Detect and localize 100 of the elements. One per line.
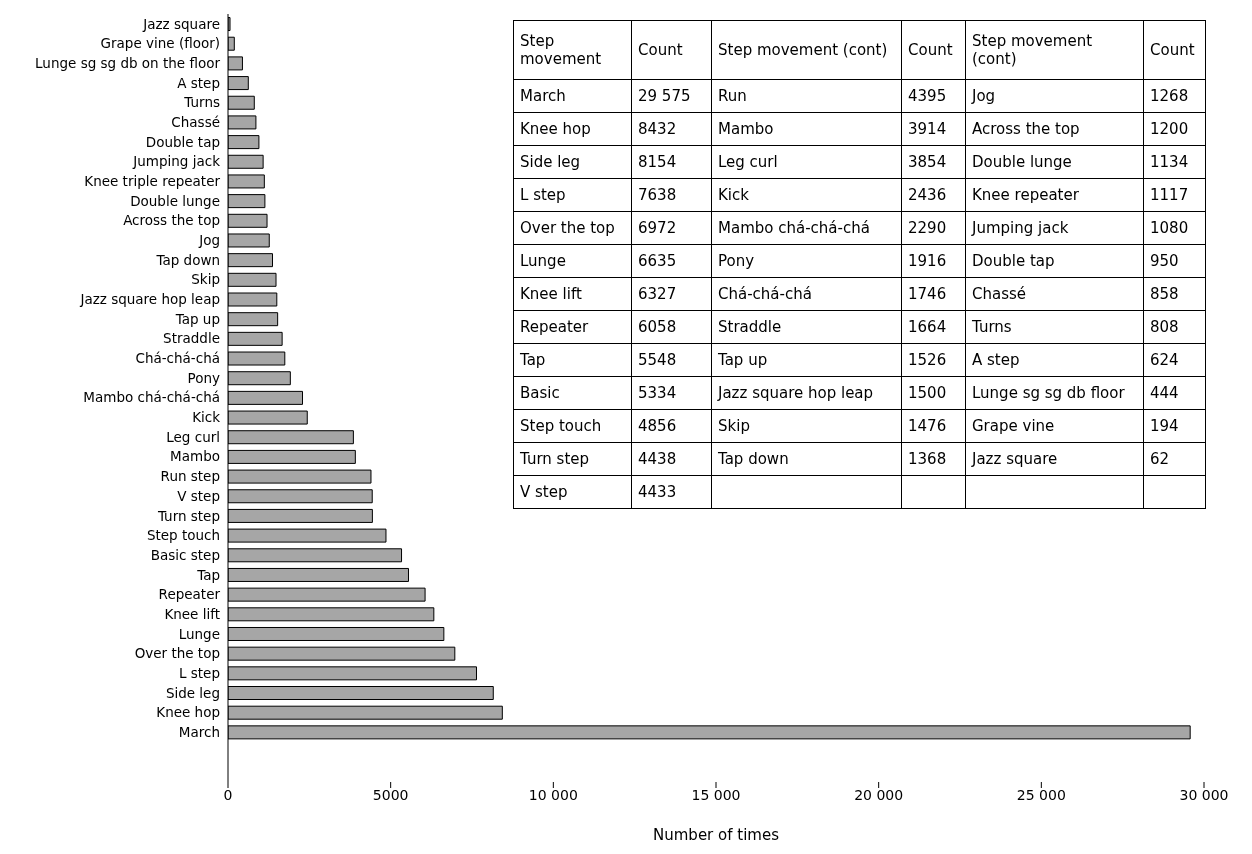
annotation: Count xyxy=(1143,20,1206,80)
y-tick-label: Double tap xyxy=(145,133,220,150)
y-tick-label: Turn step xyxy=(156,507,220,524)
annotation: Lunge xyxy=(513,244,632,278)
annotation: Tap up xyxy=(711,343,902,377)
annotation: Tap down xyxy=(711,442,902,476)
x-tick-label: 30 000 xyxy=(1179,786,1229,803)
y-tick-label: Jazz square hop leap xyxy=(79,291,220,308)
y-tick-label: Repeater xyxy=(158,586,221,603)
x-axis-title: Number of times xyxy=(653,826,780,844)
y-tick-label: Double lunge xyxy=(130,192,220,209)
annotation: Step movement xyxy=(513,20,632,80)
y-tick-label: Jumping jack xyxy=(132,153,221,170)
annotation: Jumping jack xyxy=(965,211,1144,245)
y-tick-label: A step xyxy=(177,74,220,91)
annotation: Jazz square hop leap xyxy=(711,376,902,410)
y-tick-label: Lunge xyxy=(178,625,220,642)
annotation: Double lunge xyxy=(965,145,1144,179)
y-tick-label: Straddle xyxy=(163,330,220,347)
annotation: March xyxy=(513,79,632,113)
annotation: 444 xyxy=(1143,376,1206,410)
annotation: Count xyxy=(631,20,712,80)
annotation: A step xyxy=(965,343,1144,377)
annotation: 5334 xyxy=(631,376,712,410)
y-tick-label: Pony xyxy=(187,369,221,386)
annotation: Across the top xyxy=(965,112,1144,146)
annotation: Turns xyxy=(965,310,1144,344)
annotation: 1080 xyxy=(1143,211,1206,245)
annotation: Mambo chá-chá-chá xyxy=(711,211,902,245)
annotation: Side leg xyxy=(513,145,632,179)
annotation: Jazz square xyxy=(965,442,1144,476)
x-tick-label: 5000 xyxy=(372,786,409,803)
x-tick-label: 10 000 xyxy=(528,786,578,803)
annotation: 1500 xyxy=(901,376,966,410)
y-tick-label: Knee hop xyxy=(156,704,220,721)
annotation: 3914 xyxy=(901,112,966,146)
annotation: Kick xyxy=(711,178,902,212)
y-tick-label: Jog xyxy=(198,232,220,249)
y-tick-label: Tap up xyxy=(174,310,220,327)
annotation: 4438 xyxy=(631,442,712,476)
y-tick-label: March xyxy=(178,723,220,740)
annotation: 1268 xyxy=(1143,79,1206,113)
annotation: Step movement (cont) xyxy=(965,20,1144,80)
annotation: 4395 xyxy=(901,79,966,113)
annotation: Chá-chá-chá xyxy=(711,277,902,311)
annotation: 6327 xyxy=(631,277,712,311)
annotation: Step movement (cont) xyxy=(711,20,902,80)
annotation: Run xyxy=(711,79,902,113)
y-tick-label: Across the top xyxy=(123,212,220,229)
y-tick-label: Mambo chá-chá-chá xyxy=(83,389,220,406)
annotation: Chassé xyxy=(965,277,1144,311)
y-tick-label: Chassé xyxy=(171,114,220,131)
annotation: Knee repeater xyxy=(965,178,1144,212)
y-tick-label: Kick xyxy=(192,409,221,426)
y-tick-label: Tap xyxy=(196,566,220,583)
annotation: 6972 xyxy=(631,211,712,245)
annotation: Straddle xyxy=(711,310,902,344)
y-tick-label: L step xyxy=(178,664,220,681)
annotation: 5548 xyxy=(631,343,712,377)
annotation: 1746 xyxy=(901,277,966,311)
y-tick-label: Side leg xyxy=(165,684,220,701)
annotation: 2290 xyxy=(901,211,966,245)
annotation: Leg curl xyxy=(711,145,902,179)
annotation: 7638 xyxy=(631,178,712,212)
y-tick-label: Chá-chá-chá xyxy=(135,350,220,367)
annotation: Step touch xyxy=(513,409,632,443)
annotation: Repeater xyxy=(513,310,632,344)
x-tick-label: 20 000 xyxy=(854,786,904,803)
y-tick-label: Tap down xyxy=(155,251,220,268)
annotation: 6058 xyxy=(631,310,712,344)
annotation: Tap xyxy=(513,343,632,377)
annotation: 194 xyxy=(1143,409,1206,443)
y-tick-label: Jazz square xyxy=(142,15,220,32)
y-tick-label: Step touch xyxy=(146,527,220,544)
y-tick-label: Turns xyxy=(183,94,220,111)
y-tick-label: Knee lift xyxy=(164,605,220,622)
y-tick-label: Lunge sg sg db on the floor xyxy=(35,54,221,71)
annotation: 1916 xyxy=(901,244,966,278)
y-tick-label: Grape vine (floor) xyxy=(100,35,220,52)
annotation: 62 xyxy=(1143,442,1206,476)
annotation: Grape vine xyxy=(965,409,1144,443)
annotation: 858 xyxy=(1143,277,1206,311)
annotation: Basic xyxy=(513,376,632,410)
annotation: V step xyxy=(513,475,632,509)
annotation: 1200 xyxy=(1143,112,1206,146)
y-tick-label: Over the top xyxy=(134,645,220,662)
y-tick-label: Mambo xyxy=(170,448,220,465)
annotation: 808 xyxy=(1143,310,1206,344)
annotation: Skip xyxy=(711,409,902,443)
y-tick-label: Run step xyxy=(160,468,220,485)
y-tick-label: Basic step xyxy=(150,546,220,563)
annotation: Double tap xyxy=(965,244,1144,278)
y-tick-label: Skip xyxy=(191,271,220,288)
annotation: Lunge sg sg db floor xyxy=(965,376,1144,410)
annotation: 4856 xyxy=(631,409,712,443)
annotation: Mambo xyxy=(711,112,902,146)
annotation: L step xyxy=(513,178,632,212)
annotation: 624 xyxy=(1143,343,1206,377)
annotation: 2436 xyxy=(901,178,966,212)
annotation: 4433 xyxy=(631,475,712,509)
